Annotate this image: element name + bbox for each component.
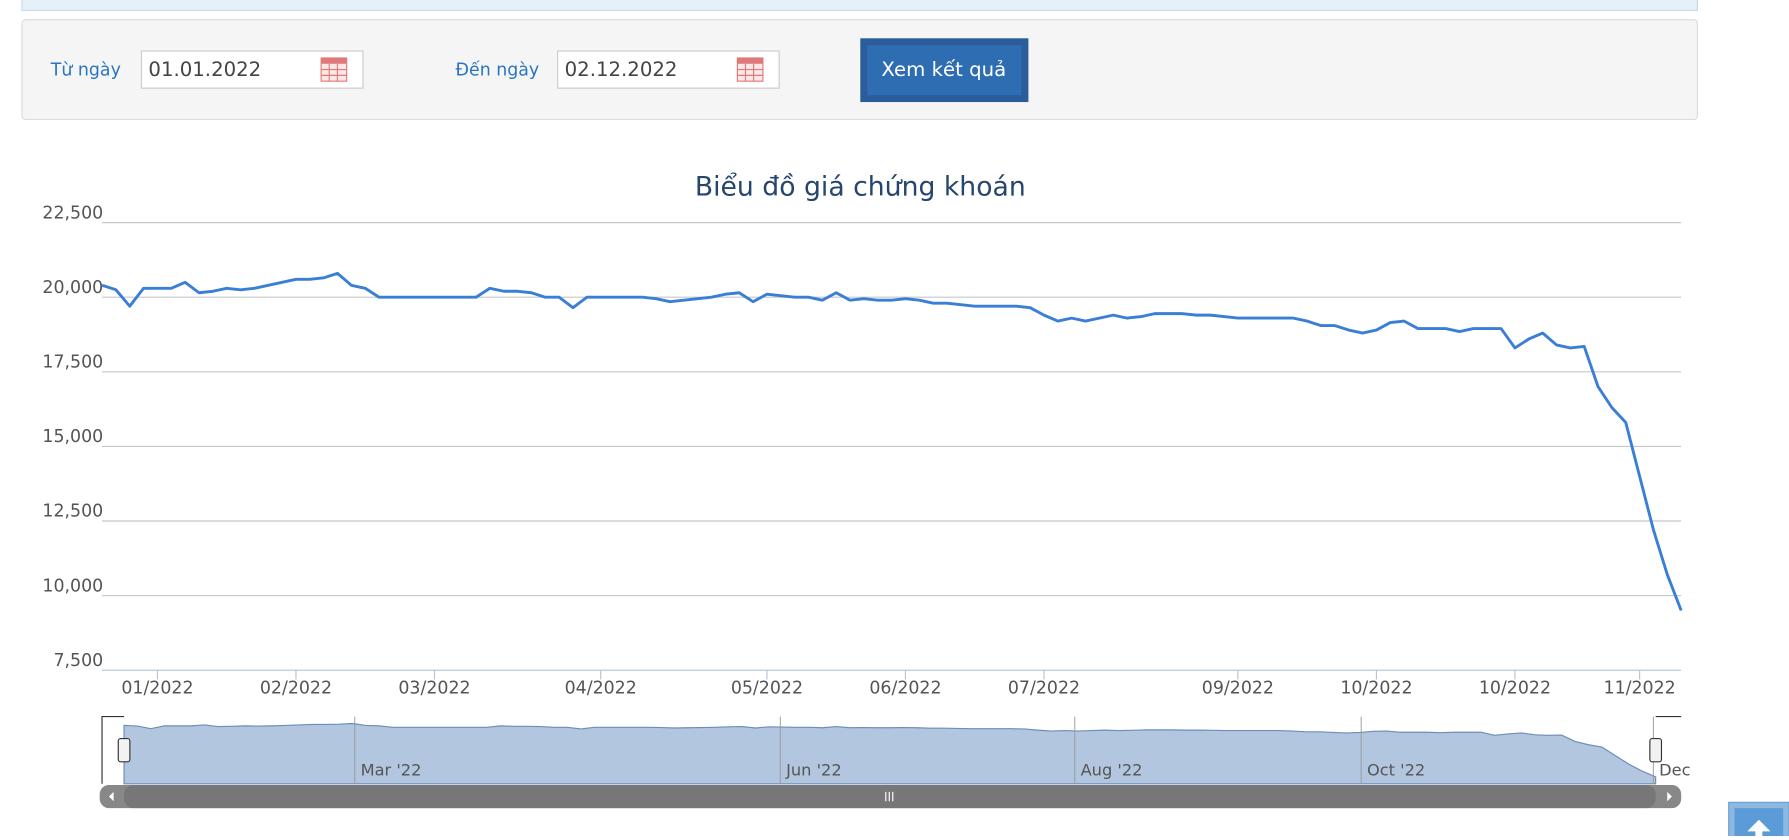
x-tick-label: 03/2022: [398, 679, 470, 699]
navigator-outline: [101, 715, 1682, 784]
to-value: 02.12.2022: [565, 58, 678, 81]
y-tick-label: 12,500: [42, 502, 103, 522]
x-tick-label: 10/2022: [1479, 679, 1551, 699]
x-tick-label: 07/2022: [1008, 679, 1080, 699]
x-tick-label: 04/2022: [565, 679, 637, 699]
y-tick-label: 17,500: [42, 353, 103, 373]
x-tick-label: 10/2022: [1340, 679, 1412, 699]
from-label: Từ ngày: [50, 61, 121, 81]
chart-title: Biểu đồ giá chứng khoán: [695, 171, 1026, 202]
y-tick-label: 20,000: [42, 278, 103, 298]
navigator-label: Aug '22: [1081, 761, 1143, 780]
top-strip: [21, 0, 1698, 12]
navigator-label: Oct '22: [1367, 761, 1425, 780]
scroll-right: [1667, 791, 1672, 802]
x-tick-label: 05/2022: [731, 679, 803, 699]
scroll-left: [108, 791, 114, 802]
navigator-area: [123, 722, 1657, 785]
from-value: 01.01.2022: [148, 58, 261, 81]
x-tick-label: 02/2022: [260, 679, 332, 699]
back-to-top[interactable]: [1728, 801, 1789, 840]
y-tick-label: 10,000: [42, 576, 103, 596]
y-tick-label: 15,000: [42, 427, 103, 447]
x-tick-label: 06/2022: [869, 679, 941, 699]
x-tick-label: 09/2022: [1202, 679, 1274, 699]
button-face: [867, 45, 1022, 96]
chart: 7,500 10,000 12,500 15,000 17,500 20,000 22,50…: [42, 203, 1691, 809]
thumb-grip: [885, 791, 894, 802]
y-tick-label: 22,500: [42, 203, 103, 223]
calendar-icon[interactable]: [320, 57, 348, 82]
navigator-handle[interactable]: [117, 738, 131, 763]
navigator-label: Jun '22: [785, 761, 842, 780]
y-tick-label: 7,500: [53, 651, 103, 671]
to-label: Đến ngày: [456, 60, 540, 81]
navigator-label: Dec: [1659, 761, 1690, 780]
navigator-handle[interactable]: [1649, 738, 1663, 763]
filter-panel: [21, 19, 1698, 121]
price-line: [101, 271, 1683, 612]
x-tick-label: 01/2022: [121, 679, 193, 699]
x-tick-label: 11/2022: [1604, 679, 1676, 699]
navigator-label: Mar '22: [361, 761, 422, 780]
calendar-icon[interactable]: [736, 57, 764, 82]
button-label: Xem kết quả: [881, 58, 1006, 81]
